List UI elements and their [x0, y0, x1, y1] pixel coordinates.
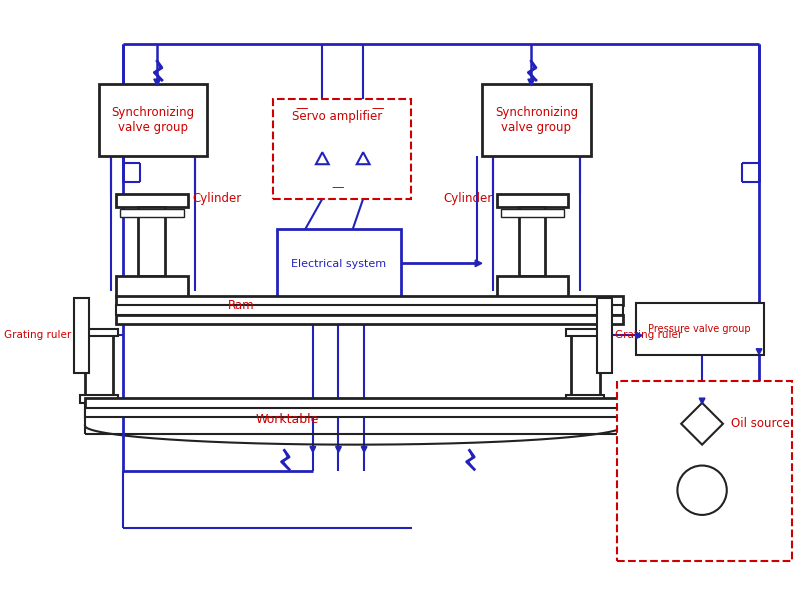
Bar: [617, 381, 792, 561]
Bar: [80, 395, 118, 403]
Bar: [482, 84, 591, 156]
Text: Oil source: Oil source: [730, 418, 790, 430]
Bar: [116, 295, 623, 305]
Text: Cylinder: Cylinder: [443, 192, 492, 205]
Bar: [571, 329, 599, 395]
Polygon shape: [528, 61, 536, 80]
Bar: [80, 329, 118, 336]
Polygon shape: [756, 349, 762, 354]
Text: Synchronizing
valve group: Synchronizing valve group: [111, 106, 194, 134]
Bar: [566, 395, 604, 403]
Text: —: —: [371, 102, 384, 115]
Bar: [99, 84, 206, 156]
Polygon shape: [475, 260, 482, 266]
Polygon shape: [154, 79, 161, 86]
Bar: [277, 229, 401, 298]
Bar: [566, 329, 604, 336]
Text: Worktable: Worktable: [256, 413, 319, 426]
Bar: [501, 209, 565, 217]
Bar: [497, 194, 568, 208]
Bar: [85, 398, 623, 408]
Text: Electrical system: Electrical system: [291, 259, 386, 269]
Text: —: —: [295, 102, 308, 115]
Text: —: —: [331, 181, 344, 194]
Polygon shape: [466, 450, 474, 469]
Text: Ram: Ram: [227, 298, 254, 311]
Bar: [597, 298, 612, 373]
Bar: [519, 208, 546, 276]
Bar: [636, 303, 764, 356]
Circle shape: [678, 465, 726, 515]
Bar: [120, 209, 184, 217]
Bar: [497, 276, 568, 297]
Text: Grating ruler: Grating ruler: [5, 330, 72, 341]
Text: Grating ruler: Grating ruler: [614, 330, 682, 341]
Bar: [116, 314, 623, 324]
Polygon shape: [310, 446, 316, 453]
Bar: [273, 99, 410, 199]
Text: Cylinder: Cylinder: [192, 192, 242, 205]
Text: Servo amplifier: Servo amplifier: [292, 110, 382, 123]
Bar: [116, 276, 187, 297]
Bar: [85, 408, 623, 417]
Bar: [74, 298, 89, 373]
Polygon shape: [682, 403, 723, 445]
Polygon shape: [154, 61, 162, 80]
Text: Synchronizing
valve group: Synchronizing valve group: [495, 106, 578, 134]
Polygon shape: [282, 450, 289, 469]
Polygon shape: [336, 446, 342, 453]
Polygon shape: [528, 79, 534, 86]
Polygon shape: [637, 333, 642, 338]
Bar: [116, 305, 623, 314]
Polygon shape: [362, 446, 367, 453]
Bar: [116, 194, 187, 208]
Text: Pressure valve group: Pressure valve group: [649, 324, 751, 334]
Bar: [138, 208, 165, 276]
Bar: [85, 329, 114, 395]
Polygon shape: [699, 398, 705, 404]
